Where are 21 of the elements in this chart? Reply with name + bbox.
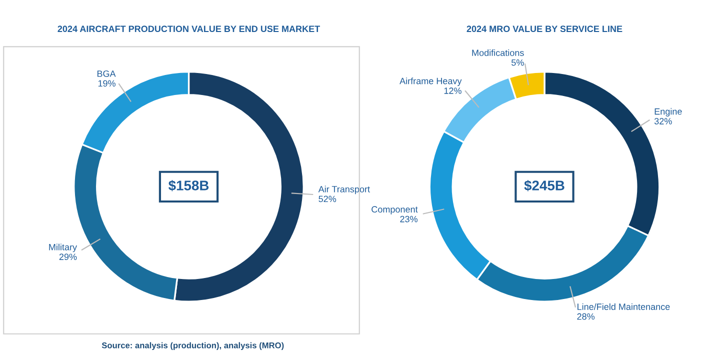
slice-label: Modifications [472,49,524,56]
slice-label: Component [372,206,418,214]
source-note: Source: analysis (production), analysis (MRO) [102,342,284,350]
data-label: 32% [654,118,672,124]
slice-label: Military [49,244,78,252]
chart-title: 2024 MRO VALUE BY SERVICE LINE [466,26,622,32]
data-label: 12% [444,88,462,94]
slice-label: Air Transport [318,186,370,194]
data-label: 23% [400,216,418,222]
slice-label: BGA [97,70,116,77]
data-label: 52% [318,196,336,202]
slice-label: Engine [654,108,682,116]
chart-title: 2024 AIRCRAFT PRODUCTION VALUE BY END USE MARKET [58,26,320,32]
data-label: 5% [512,59,524,66]
data-label: 28% [577,313,595,320]
slice-label: Airframe Heavy [400,78,462,86]
text: $245B [524,180,564,192]
data-label: 29% [59,254,77,260]
slice-label: Line/Field Maintenance [578,303,670,310]
text: $158B [168,180,209,192]
data-label: 19% [98,80,116,87]
